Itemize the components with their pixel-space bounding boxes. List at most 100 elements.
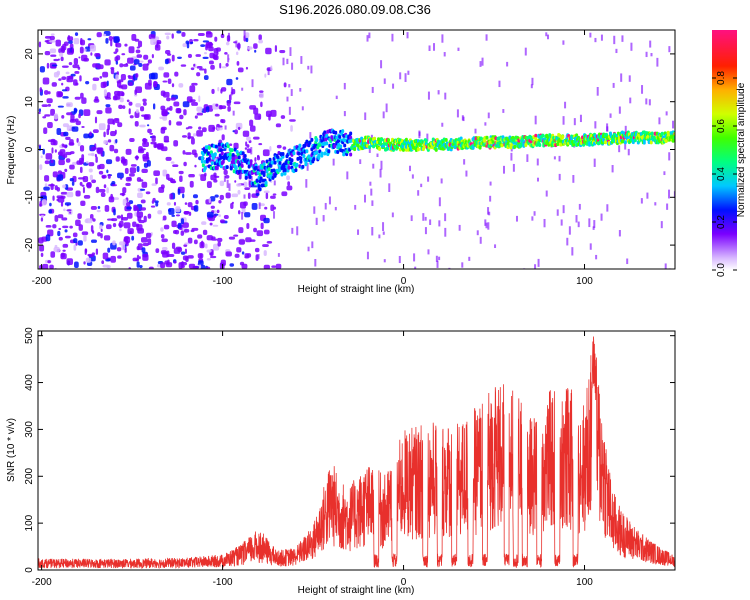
ridge-cell xyxy=(320,151,324,156)
noise-cell xyxy=(71,47,74,54)
streak-cell xyxy=(510,147,513,152)
streak-cell xyxy=(533,211,536,216)
noise-cell xyxy=(241,263,248,269)
noise-cell xyxy=(81,231,89,236)
streak-cell xyxy=(228,183,231,191)
ridge-cell xyxy=(299,159,303,164)
noise-cell xyxy=(184,242,190,245)
noise-cell xyxy=(205,106,210,113)
noise-cell xyxy=(167,78,172,84)
noise-cell xyxy=(49,48,57,54)
noise-cell xyxy=(171,33,174,39)
noise-cell xyxy=(61,82,64,86)
streak-cell xyxy=(487,222,490,230)
streak-cell xyxy=(618,106,621,114)
noise-cell xyxy=(225,192,231,199)
noise-cell xyxy=(236,247,242,253)
streak-cell xyxy=(398,255,401,264)
noise-cell xyxy=(132,221,137,228)
noise-cell xyxy=(69,151,75,155)
snr-y-tick-label: 400 xyxy=(24,374,35,391)
streak-cell xyxy=(593,158,596,167)
noise-cell xyxy=(65,158,71,163)
streak-cell xyxy=(568,226,571,235)
noise-cell xyxy=(188,211,192,216)
streak-cell xyxy=(305,179,308,188)
noise-cell xyxy=(75,219,81,227)
noise-cell xyxy=(40,252,44,257)
streak-cell xyxy=(589,32,592,38)
ridge-cell xyxy=(301,164,305,169)
ridge-cell xyxy=(292,151,296,156)
streak-cell xyxy=(600,34,603,41)
ridge-cell xyxy=(431,137,435,142)
noise-cell xyxy=(80,200,86,206)
ridge-cell xyxy=(623,140,627,145)
snr-series-line xyxy=(38,336,675,569)
noise-cell xyxy=(114,94,121,100)
noise-cell xyxy=(46,98,53,104)
noise-cell xyxy=(50,159,54,164)
noise-cell xyxy=(147,238,152,245)
noise-cell xyxy=(113,148,119,154)
ridge-cell xyxy=(561,134,565,139)
noise-cell xyxy=(140,199,146,204)
ridge-cell xyxy=(283,167,287,172)
noise-cell xyxy=(243,201,248,206)
noise-cell xyxy=(137,192,143,199)
ridge-cell xyxy=(302,153,306,158)
noise-cell xyxy=(237,189,241,195)
ridge-cell xyxy=(633,138,637,143)
noise-cell xyxy=(162,80,168,83)
noise-cell xyxy=(49,40,56,43)
noise-cell xyxy=(66,112,73,116)
noise-cell xyxy=(132,257,138,262)
noise-cell xyxy=(258,34,262,41)
noise-cell xyxy=(103,235,111,241)
streak-cell xyxy=(370,134,373,139)
noise-cell xyxy=(160,234,165,239)
noise-cell xyxy=(286,185,293,191)
noise-cell xyxy=(95,186,100,194)
noise-cell xyxy=(94,96,99,102)
noise-cell xyxy=(212,53,218,60)
streak-cell xyxy=(441,34,444,43)
noise-cell xyxy=(81,125,85,128)
noise-cell xyxy=(69,225,73,229)
noise-cell xyxy=(43,127,48,135)
ridge-cell xyxy=(228,152,232,157)
noise-cell xyxy=(113,36,120,43)
noise-cell xyxy=(88,168,93,173)
noise-cell xyxy=(241,251,245,255)
noise-cell xyxy=(265,47,272,55)
noise-cell xyxy=(92,77,100,81)
noise-cell xyxy=(102,33,107,37)
streak-cell xyxy=(343,82,346,90)
noise-cell xyxy=(140,237,148,243)
noise-cell xyxy=(99,224,103,230)
ridge-cell xyxy=(262,172,266,177)
streak-cell xyxy=(530,84,533,89)
noise-cell xyxy=(139,179,144,182)
streak-cell xyxy=(411,174,414,179)
ridge-cell xyxy=(221,159,225,164)
noise-cell xyxy=(158,187,165,193)
noise-cell xyxy=(121,217,129,221)
streak-cell xyxy=(410,215,413,222)
ridge-cell xyxy=(310,137,314,142)
noise-cell xyxy=(150,38,157,45)
streak-cell xyxy=(424,216,427,221)
noise-cell xyxy=(170,161,175,164)
streak-cell xyxy=(448,267,451,269)
streak-cell xyxy=(369,181,372,186)
ridge-cell xyxy=(278,160,282,165)
streak-cell xyxy=(366,35,369,42)
noise-cell xyxy=(53,58,59,62)
noise-cell xyxy=(172,230,177,234)
streak-cell xyxy=(313,206,316,214)
noise-cell xyxy=(156,264,162,268)
noise-cell xyxy=(136,166,140,173)
noise-cell xyxy=(190,229,195,233)
noise-cell xyxy=(160,146,168,152)
colorbar-gradient xyxy=(712,30,737,270)
